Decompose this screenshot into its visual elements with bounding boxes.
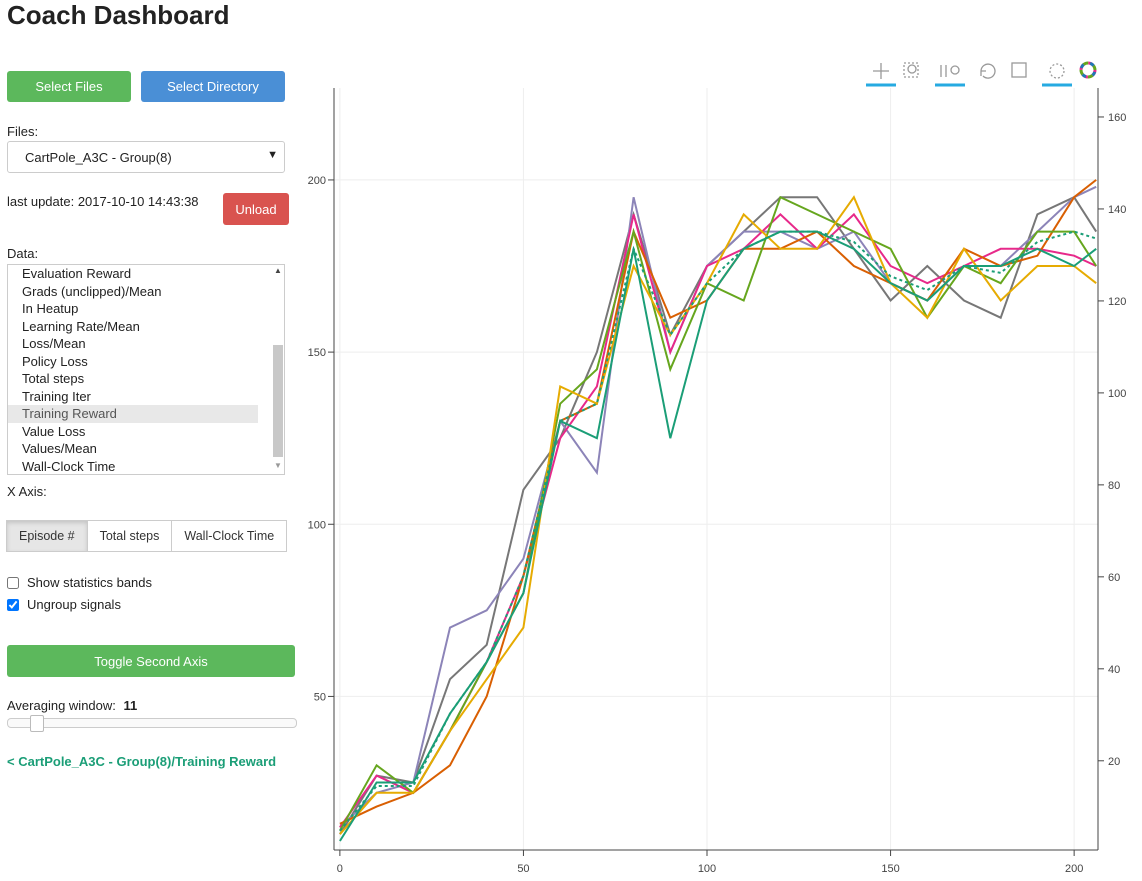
checkbox-label: Ungroup signals bbox=[27, 597, 121, 612]
reset-tool[interactable] bbox=[980, 63, 996, 79]
files-select[interactable]: CartPole_A3C - Group(8) ▼ bbox=[7, 141, 285, 173]
files-label: Files: bbox=[7, 124, 39, 139]
hover-tool[interactable] bbox=[1042, 63, 1072, 87]
x-tick-label: 100 bbox=[698, 863, 716, 875]
wheel-zoom-tool[interactable] bbox=[935, 65, 965, 87]
data-item[interactable]: Policy Loss bbox=[22, 353, 88, 369]
x-tick-label: 50 bbox=[517, 863, 529, 875]
y-tick-label: 50 bbox=[314, 691, 326, 703]
averaging-value: 11 bbox=[123, 698, 138, 713]
toggle-second-axis-button[interactable]: Toggle Second Axis bbox=[7, 645, 295, 677]
x-tick-label: 200 bbox=[1065, 863, 1083, 875]
last-update: last update: 2017-10-10 14:43:38 bbox=[7, 194, 199, 209]
unload-button[interactable]: Unload bbox=[223, 193, 289, 225]
checkbox[interactable] bbox=[7, 576, 19, 589]
select-files-button[interactable]: Select Files bbox=[7, 71, 131, 102]
signal-link[interactable]: < CartPole_A3C - Group(8)/Training Rewar… bbox=[7, 754, 277, 769]
y-tick-label: 200 bbox=[308, 175, 326, 187]
select-directory-button[interactable]: Select Directory bbox=[141, 71, 285, 102]
y2-tick-label: 120 bbox=[1108, 296, 1126, 308]
series-line bbox=[339, 230, 1097, 842]
y2-tick-label: 40 bbox=[1108, 664, 1120, 676]
checkbox[interactable] bbox=[7, 598, 19, 611]
y2-tick-label: 160 bbox=[1108, 112, 1126, 124]
y2-tick-label: 100 bbox=[1108, 388, 1126, 400]
scrollbar-thumb[interactable] bbox=[273, 345, 283, 457]
averaging-slider[interactable] bbox=[7, 715, 297, 732]
averaging-label: Averaging window: bbox=[7, 698, 116, 713]
box-zoom-tool[interactable] bbox=[903, 62, 919, 78]
series-line bbox=[339, 195, 1098, 835]
y2-tick-label: 140 bbox=[1108, 204, 1126, 216]
data-item[interactable]: Total steps bbox=[22, 371, 85, 386]
checkbox-label: Show statistics bands bbox=[27, 575, 153, 590]
x-tick-label: 0 bbox=[337, 863, 343, 875]
page-title: Coach Dashboard bbox=[7, 0, 230, 30]
averaging-window: Averaging window: 11 bbox=[7, 698, 137, 713]
series-line bbox=[339, 185, 1097, 829]
data-item[interactable]: Value Loss bbox=[22, 423, 86, 439]
series-line bbox=[339, 195, 1098, 832]
data-item[interactable]: Learning Rate/Mean bbox=[22, 318, 140, 334]
slider-handle[interactable] bbox=[30, 715, 44, 732]
scroll-down[interactable]: ▼ bbox=[274, 461, 282, 470]
data-list[interactable]: Evaluation Reward Grads (unclipped)/Mean I… bbox=[7, 264, 285, 475]
data-label: Data: bbox=[7, 246, 39, 261]
series-line bbox=[339, 212, 1097, 828]
files-selected: CartPole_A3C - Group(8) bbox=[25, 150, 172, 165]
y2-tick-label: 80 bbox=[1108, 480, 1120, 492]
toolbar bbox=[866, 61, 1097, 87]
y-tick-label: 150 bbox=[308, 347, 326, 359]
x-axis-option[interactable]: Wall-Clock Time bbox=[171, 520, 288, 552]
data-item[interactable]: Evaluation Reward bbox=[22, 266, 132, 281]
y-tick-label: 100 bbox=[308, 519, 326, 531]
x-axis-option[interactable]: Episode # bbox=[6, 520, 88, 552]
data-item[interactable]: Training Reward bbox=[8, 405, 258, 423]
x-axis-options: Episode # Total steps Wall-Clock Time bbox=[6, 520, 288, 552]
series-line bbox=[339, 195, 1097, 835]
data-item[interactable]: In Heatup bbox=[22, 301, 79, 316]
data-item[interactable]: Values/Mean bbox=[22, 441, 97, 456]
y2-tick-label: 60 bbox=[1108, 572, 1120, 584]
x-axis-label: X Axis: bbox=[7, 484, 47, 499]
data-item[interactable]: Training Iter bbox=[22, 388, 91, 404]
y2-tick-label: 20 bbox=[1108, 756, 1120, 768]
pan-tool[interactable] bbox=[866, 63, 896, 87]
data-item[interactable]: Loss/Mean bbox=[22, 336, 86, 351]
series-line bbox=[339, 230, 1097, 832]
x-tick-label: 150 bbox=[881, 863, 899, 875]
scroll-up[interactable]: ▲ bbox=[274, 266, 282, 275]
checkbox-row: Show statistics bands bbox=[7, 575, 152, 590]
save-tool[interactable] bbox=[1011, 62, 1027, 78]
dropdown-arrow: ▼ bbox=[267, 149, 278, 161]
data-item[interactable]: Grads (unclipped)/Mean bbox=[22, 283, 162, 299]
bokeh-logo[interactable] bbox=[1079, 61, 1097, 79]
checkbox-row: Ungroup signals bbox=[7, 597, 121, 612]
data-item[interactable]: Wall-Clock Time bbox=[22, 458, 116, 474]
